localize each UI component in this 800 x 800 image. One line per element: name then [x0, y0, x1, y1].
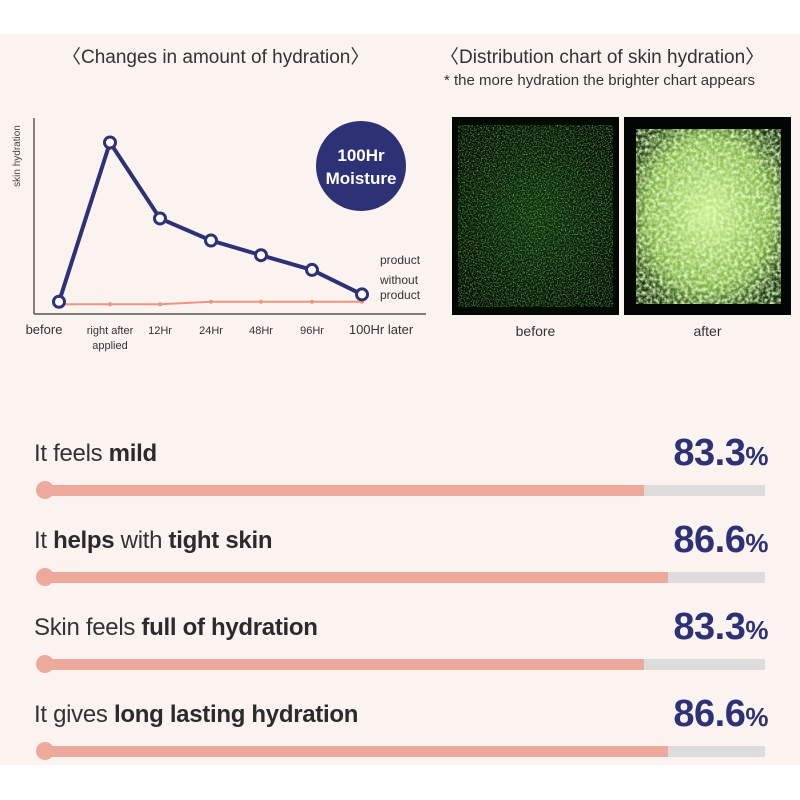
without-product-point — [108, 302, 112, 307]
badge-circle — [316, 121, 406, 211]
product-point — [153, 211, 167, 226]
distribution-chart-title: 〈Distribution chart of skin hydration〉 — [440, 47, 765, 68]
without-product-point — [158, 302, 162, 307]
survey-bar-knob — [36, 568, 54, 586]
without-product-point — [259, 299, 263, 304]
survey-bar-track — [36, 481, 765, 499]
survey-percentage: 83.3% — [673, 432, 768, 474]
survey-bar-knob — [36, 655, 54, 673]
product-point — [103, 135, 117, 150]
product-point — [52, 294, 66, 309]
survey-bar-fill — [40, 659, 644, 670]
distribution-note: * the more hydration the brighter chart … — [444, 72, 756, 89]
hydration-line-chart: skin hydration before right after applied 1… — [12, 118, 426, 352]
after-hydration-image — [624, 117, 791, 315]
x-tick-label: 12Hr — [148, 325, 172, 337]
survey-bar-knob — [36, 481, 54, 499]
y-axis-label: skin hydration — [12, 125, 23, 187]
survey-statement: It helps with tight skin — [34, 527, 273, 554]
x-tick-label: 24Hr — [199, 325, 223, 337]
survey-bar-fill — [40, 485, 644, 496]
badge-line1: 100Hr — [337, 146, 385, 165]
survey-bar-track — [36, 742, 765, 760]
x-tick-label: before — [26, 322, 63, 337]
product-point — [204, 233, 218, 248]
survey-statement: It feels mild — [34, 440, 157, 467]
without-product-point — [310, 299, 314, 304]
survey-bar-fill — [40, 746, 668, 757]
badge-line2: Moisture — [326, 169, 397, 188]
x-tick-label: 48Hr — [249, 325, 273, 337]
survey-bar-track — [36, 655, 765, 673]
survey-bar-knob — [36, 742, 54, 760]
x-tick-label: 96Hr — [300, 325, 324, 337]
survey-row: It helps with tight skin 86.6% — [0, 519, 800, 607]
legend-without: without product — [379, 273, 421, 302]
x-tick-label: right after applied — [87, 325, 134, 352]
survey-bar-fill — [40, 572, 668, 583]
survey-bar-track — [36, 568, 765, 586]
product-point — [355, 287, 369, 302]
survey-percentage: 86.6% — [673, 519, 768, 561]
after-caption: after — [693, 323, 722, 339]
survey-row: Skin feels full of hydration 83.3% — [0, 606, 800, 694]
survey-row: It feels mild 83.3% — [0, 432, 800, 520]
survey-percentage: 83.3% — [673, 606, 768, 648]
before-hydration-image — [452, 117, 619, 315]
x-tick-label: 100Hr later — [349, 322, 414, 337]
legend-product: product — [380, 253, 421, 267]
product-point — [254, 248, 268, 263]
before-caption: before — [515, 323, 556, 339]
without-product-point — [209, 299, 213, 304]
survey-statement: Skin feels full of hydration — [34, 614, 318, 641]
survey-row: It gives long lasting hydration 86.6% — [0, 693, 800, 781]
survey-percentage: 86.6% — [673, 693, 768, 735]
survey-statement: It gives long lasting hydration — [34, 701, 359, 728]
product-point — [305, 262, 319, 277]
line-chart-title: 〈Changes in amount of hydration〉 — [62, 47, 370, 68]
